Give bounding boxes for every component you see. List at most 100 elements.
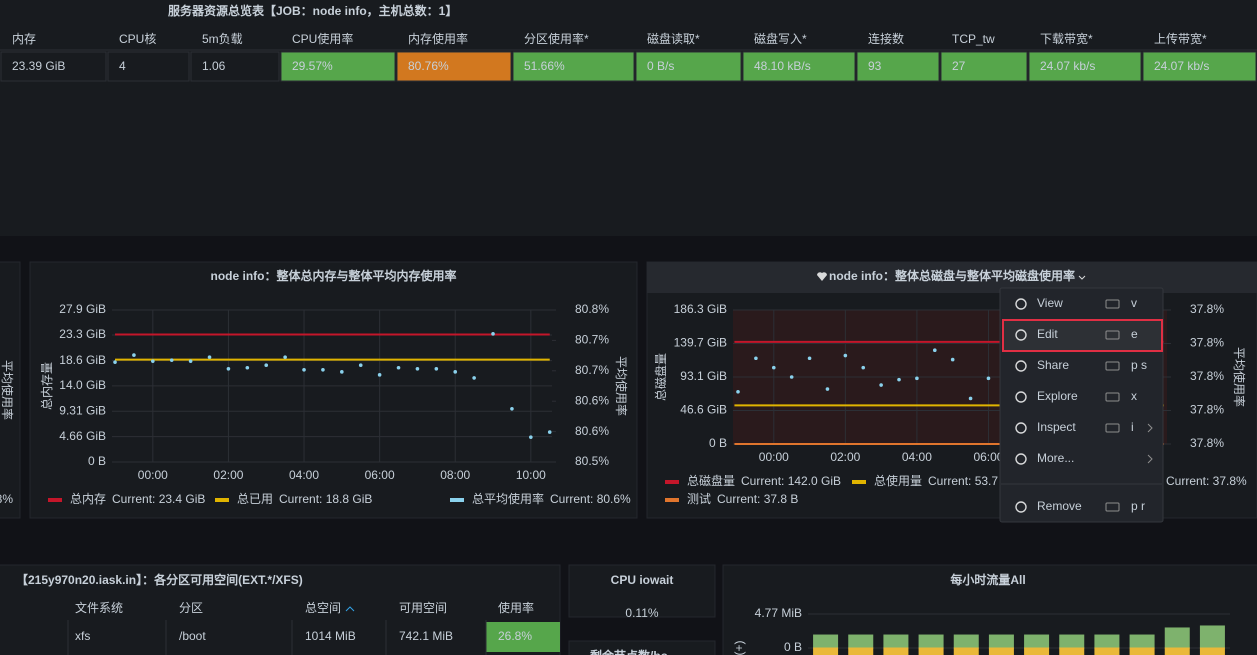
- data-point: [377, 373, 382, 377]
- y-tick-label: 139.7 GiB: [674, 336, 727, 350]
- submenu-chevron: [1147, 423, 1153, 433]
- bar: [1024, 647, 1050, 655]
- menu-icon: [1015, 391, 1027, 403]
- cell-text: 1014 MiB: [305, 629, 356, 643]
- data-point: [415, 366, 420, 371]
- menu-item[interactable]: Inspect: [1037, 420, 1076, 434]
- cell-text: /boot: [179, 629, 206, 643]
- cell-text: 27: [952, 59, 966, 73]
- y2-tick-label: 80.7%: [575, 363, 609, 377]
- legend-current: Current: 80.6%: [550, 492, 631, 506]
- menu-item[interactable]: Remove: [1037, 499, 1082, 513]
- table-cell: [742, 51, 856, 82]
- legend-name: 总平均使用率: [472, 491, 544, 506]
- menu-shortcut: p r: [1131, 499, 1145, 513]
- y2-axis-label: 平均使用率: [614, 356, 629, 416]
- legend-current: 8%: [0, 492, 13, 506]
- bar: [1059, 634, 1085, 649]
- y-tick-label: 27.9 GiB: [59, 302, 106, 316]
- column-header[interactable]: 使用率: [498, 600, 534, 615]
- bar: [1164, 647, 1190, 655]
- data-point: [340, 370, 344, 374]
- keyboard-icon: [1105, 392, 1120, 402]
- menu-highlight: [1002, 319, 1163, 352]
- x-tick-label: 04:00: [902, 450, 932, 464]
- y-axis-label: 总磁盘量: [653, 353, 668, 401]
- chevron-icon: [1078, 275, 1086, 280]
- data-point: [283, 355, 287, 359]
- legend-current: Current: 142.0 GiB: [741, 474, 841, 488]
- menu-item[interactable]: Share: [1037, 358, 1069, 372]
- panel: [29, 261, 638, 519]
- menu-item[interactable]: Explore: [1037, 389, 1078, 403]
- favorite-icon: [817, 272, 827, 281]
- column-header[interactable]: 文件系统: [75, 600, 123, 615]
- panel: [0, 0, 1257, 236]
- cell-text: xfs: [75, 629, 90, 643]
- panel: [0, 261, 21, 519]
- cell-text: 24.07 kb/s: [1154, 59, 1209, 73]
- column-header: 磁盘写入*: [754, 31, 807, 46]
- cell-text: 93: [868, 59, 882, 73]
- data-point: [491, 332, 495, 336]
- keyboard-icon: [1105, 330, 1120, 340]
- data-point: [302, 367, 306, 372]
- legend-swatch: [215, 498, 229, 502]
- data-point: [529, 435, 533, 439]
- x-tick-label: 02:00: [830, 450, 860, 464]
- cell-text: 742.1 MiB: [399, 629, 453, 643]
- data-point: [207, 355, 212, 359]
- cell-text: 51.66%: [524, 59, 565, 73]
- data-point: [264, 363, 269, 368]
- x-tick-label: 04:00: [289, 468, 319, 482]
- column-header[interactable]: 分区: [179, 601, 203, 615]
- data-point: [358, 363, 363, 368]
- menu-item[interactable]: View: [1037, 296, 1063, 310]
- table-cell: [635, 51, 742, 82]
- data-point: [754, 356, 758, 361]
- table-cell: [396, 51, 512, 82]
- column-header: 内存使用率: [408, 31, 468, 46]
- keyboard-icon: [1105, 299, 1120, 309]
- data-point: [472, 376, 476, 380]
- menu-icon: [1015, 422, 1027, 434]
- panel-title: node info：整体总磁盘与整体平均磁盘使用率: [829, 268, 1075, 283]
- bar: [813, 634, 839, 649]
- bar: [1129, 647, 1155, 655]
- panel-title: 【215y970n20.iask.in】：各分区可用空间(EXT.*/XFS): [16, 572, 303, 587]
- cell-text: 24.07 kb/s: [1040, 59, 1095, 73]
- legend-swatch: [852, 480, 866, 484]
- y2-tick-label: 80.8%: [575, 302, 609, 316]
- data-point: [132, 353, 136, 357]
- legend-swatch: [450, 498, 464, 502]
- column-header[interactable]: 总空间: [305, 601, 341, 615]
- data-point: [151, 359, 155, 363]
- y-tick-label: 0 B: [88, 454, 106, 468]
- table-cell: [107, 51, 190, 82]
- menu-item[interactable]: Edit: [1037, 327, 1058, 341]
- column-header: CPU使用率: [292, 31, 353, 46]
- y2-axis-label: 平均使用率: [1232, 347, 1247, 407]
- data-point: [771, 365, 776, 370]
- legend-swatch: [665, 480, 679, 484]
- data-point: [736, 389, 740, 394]
- menu-item[interactable]: More...: [1037, 451, 1074, 465]
- bar: [988, 634, 1014, 649]
- legend-current: Current: 37.8%: [1166, 474, 1247, 488]
- panel-title: 每小时流量All: [950, 572, 1025, 587]
- column-header[interactable]: 可用空间: [399, 601, 447, 615]
- data-point: [188, 359, 193, 363]
- y2-tick-label: 80.6%: [575, 424, 609, 438]
- column-header: 内存: [12, 32, 36, 46]
- bar: [848, 647, 874, 655]
- y2-tick-label: 37.8%: [1190, 302, 1224, 316]
- data-point: [453, 370, 458, 374]
- bar: [918, 634, 944, 649]
- x-tick-label: 08:00: [440, 468, 470, 482]
- menu-shortcut: x: [1131, 389, 1137, 403]
- bar: [813, 647, 839, 655]
- panel: [568, 564, 716, 618]
- sort-icon: [345, 606, 355, 612]
